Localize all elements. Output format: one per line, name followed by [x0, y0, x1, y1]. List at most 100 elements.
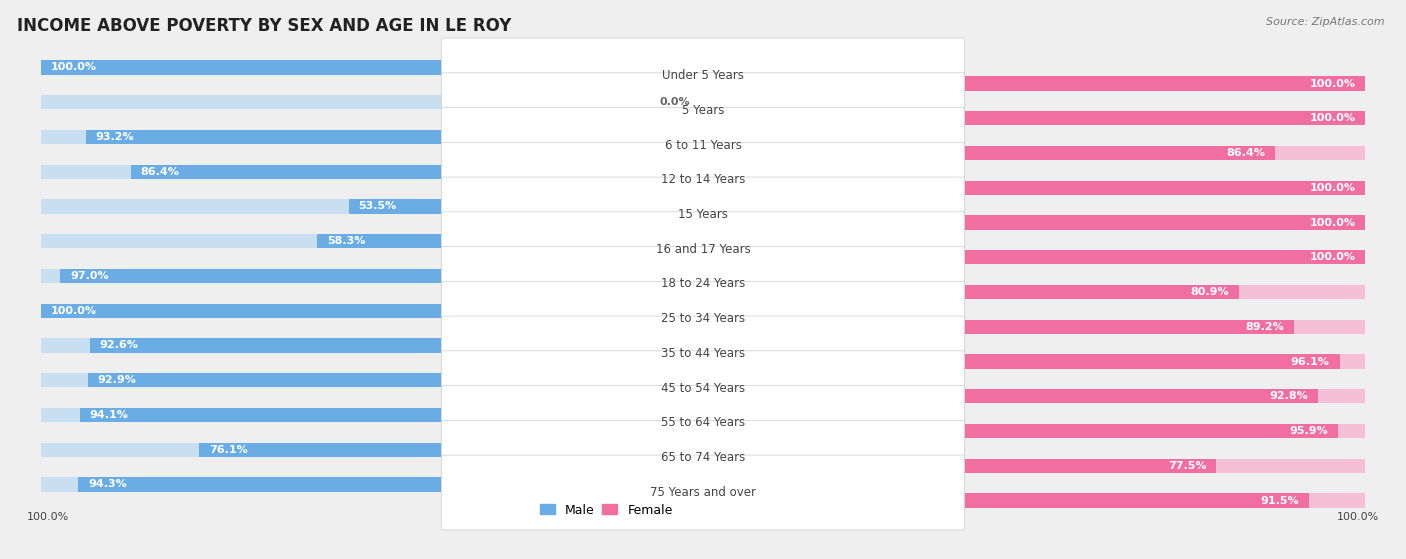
Bar: [703, 389, 1365, 404]
Text: 35 to 44 Years: 35 to 44 Years: [661, 347, 745, 360]
Bar: [198, 443, 703, 457]
Bar: [703, 250, 1365, 264]
Bar: [703, 215, 1365, 230]
Bar: [41, 443, 703, 457]
Bar: [60, 269, 703, 283]
Bar: [41, 130, 703, 144]
Bar: [703, 285, 1365, 299]
Bar: [79, 477, 703, 491]
Text: 12 to 14 Years: 12 to 14 Years: [661, 173, 745, 186]
Text: 58.3%: 58.3%: [326, 236, 366, 246]
Text: 6 to 11 Years: 6 to 11 Years: [665, 139, 741, 151]
Bar: [703, 250, 1365, 264]
Text: 92.6%: 92.6%: [100, 340, 138, 350]
Bar: [41, 200, 703, 214]
Bar: [703, 215, 1365, 230]
FancyBboxPatch shape: [441, 281, 965, 356]
FancyBboxPatch shape: [441, 386, 965, 461]
FancyBboxPatch shape: [441, 107, 965, 182]
Text: 100.0%: 100.0%: [1309, 183, 1355, 193]
Bar: [703, 494, 1309, 508]
Text: Source: ZipAtlas.com: Source: ZipAtlas.com: [1267, 17, 1385, 27]
Bar: [703, 424, 1339, 438]
Bar: [41, 338, 703, 353]
Text: 100.0%: 100.0%: [1337, 513, 1379, 523]
Bar: [316, 234, 703, 248]
Bar: [41, 304, 703, 318]
Text: INCOME ABOVE POVERTY BY SEX AND AGE IN LE ROY: INCOME ABOVE POVERTY BY SEX AND AGE IN L…: [17, 17, 512, 35]
Text: 55 to 64 Years: 55 to 64 Years: [661, 416, 745, 429]
Text: 93.2%: 93.2%: [96, 132, 134, 142]
Text: 86.4%: 86.4%: [141, 167, 180, 177]
Bar: [41, 234, 703, 248]
FancyBboxPatch shape: [441, 420, 965, 495]
Bar: [703, 77, 1365, 91]
Bar: [703, 181, 1365, 195]
Legend: Male, Female: Male, Female: [536, 499, 678, 522]
Text: 89.2%: 89.2%: [1246, 322, 1284, 331]
Bar: [703, 146, 1365, 160]
Bar: [41, 60, 703, 74]
Bar: [41, 477, 703, 491]
Bar: [87, 373, 703, 387]
Bar: [703, 389, 1317, 404]
Bar: [41, 269, 703, 283]
Text: 15 Years: 15 Years: [678, 208, 728, 221]
FancyBboxPatch shape: [441, 143, 965, 217]
Text: 97.0%: 97.0%: [70, 271, 110, 281]
Text: 53.5%: 53.5%: [359, 201, 396, 211]
FancyBboxPatch shape: [441, 177, 965, 252]
Text: 91.5%: 91.5%: [1261, 495, 1299, 505]
Bar: [80, 408, 703, 422]
Bar: [703, 354, 1365, 368]
Text: 100.0%: 100.0%: [51, 306, 97, 316]
Text: 76.1%: 76.1%: [209, 445, 247, 454]
Bar: [703, 320, 1294, 334]
FancyBboxPatch shape: [441, 212, 965, 287]
Text: 94.1%: 94.1%: [90, 410, 128, 420]
Text: 92.8%: 92.8%: [1270, 391, 1308, 401]
Text: 100.0%: 100.0%: [1309, 78, 1355, 88]
Bar: [41, 164, 703, 179]
Bar: [349, 200, 703, 214]
Bar: [703, 146, 1275, 160]
Text: 77.5%: 77.5%: [1168, 461, 1206, 471]
Bar: [90, 338, 703, 353]
Bar: [703, 424, 1365, 438]
Bar: [41, 408, 703, 422]
Bar: [703, 111, 1365, 125]
Bar: [703, 77, 1365, 91]
Text: 5 Years: 5 Years: [682, 104, 724, 117]
Bar: [41, 304, 703, 318]
Bar: [41, 373, 703, 387]
Bar: [703, 458, 1216, 473]
FancyBboxPatch shape: [441, 247, 965, 321]
Text: 25 to 34 Years: 25 to 34 Years: [661, 312, 745, 325]
Text: 16 and 17 Years: 16 and 17 Years: [655, 243, 751, 256]
FancyBboxPatch shape: [441, 316, 965, 391]
Bar: [703, 494, 1365, 508]
Bar: [41, 95, 703, 110]
Bar: [703, 111, 1365, 125]
Text: 96.1%: 96.1%: [1291, 357, 1330, 367]
Bar: [703, 320, 1365, 334]
FancyBboxPatch shape: [441, 38, 965, 113]
Bar: [86, 130, 703, 144]
Text: 92.9%: 92.9%: [97, 375, 136, 385]
Bar: [703, 181, 1365, 195]
Bar: [41, 60, 703, 74]
Text: 65 to 74 Years: 65 to 74 Years: [661, 451, 745, 464]
Text: 100.0%: 100.0%: [1309, 252, 1355, 262]
Bar: [131, 164, 703, 179]
Text: 100.0%: 100.0%: [27, 513, 69, 523]
Text: 80.9%: 80.9%: [1191, 287, 1229, 297]
FancyBboxPatch shape: [441, 455, 965, 530]
Bar: [703, 458, 1365, 473]
Text: 100.0%: 100.0%: [51, 63, 97, 73]
Text: 45 to 54 Years: 45 to 54 Years: [661, 382, 745, 395]
Text: 95.9%: 95.9%: [1289, 426, 1329, 436]
Text: 86.4%: 86.4%: [1226, 148, 1265, 158]
Text: 18 to 24 Years: 18 to 24 Years: [661, 277, 745, 291]
Bar: [703, 285, 1239, 299]
FancyBboxPatch shape: [441, 73, 965, 148]
